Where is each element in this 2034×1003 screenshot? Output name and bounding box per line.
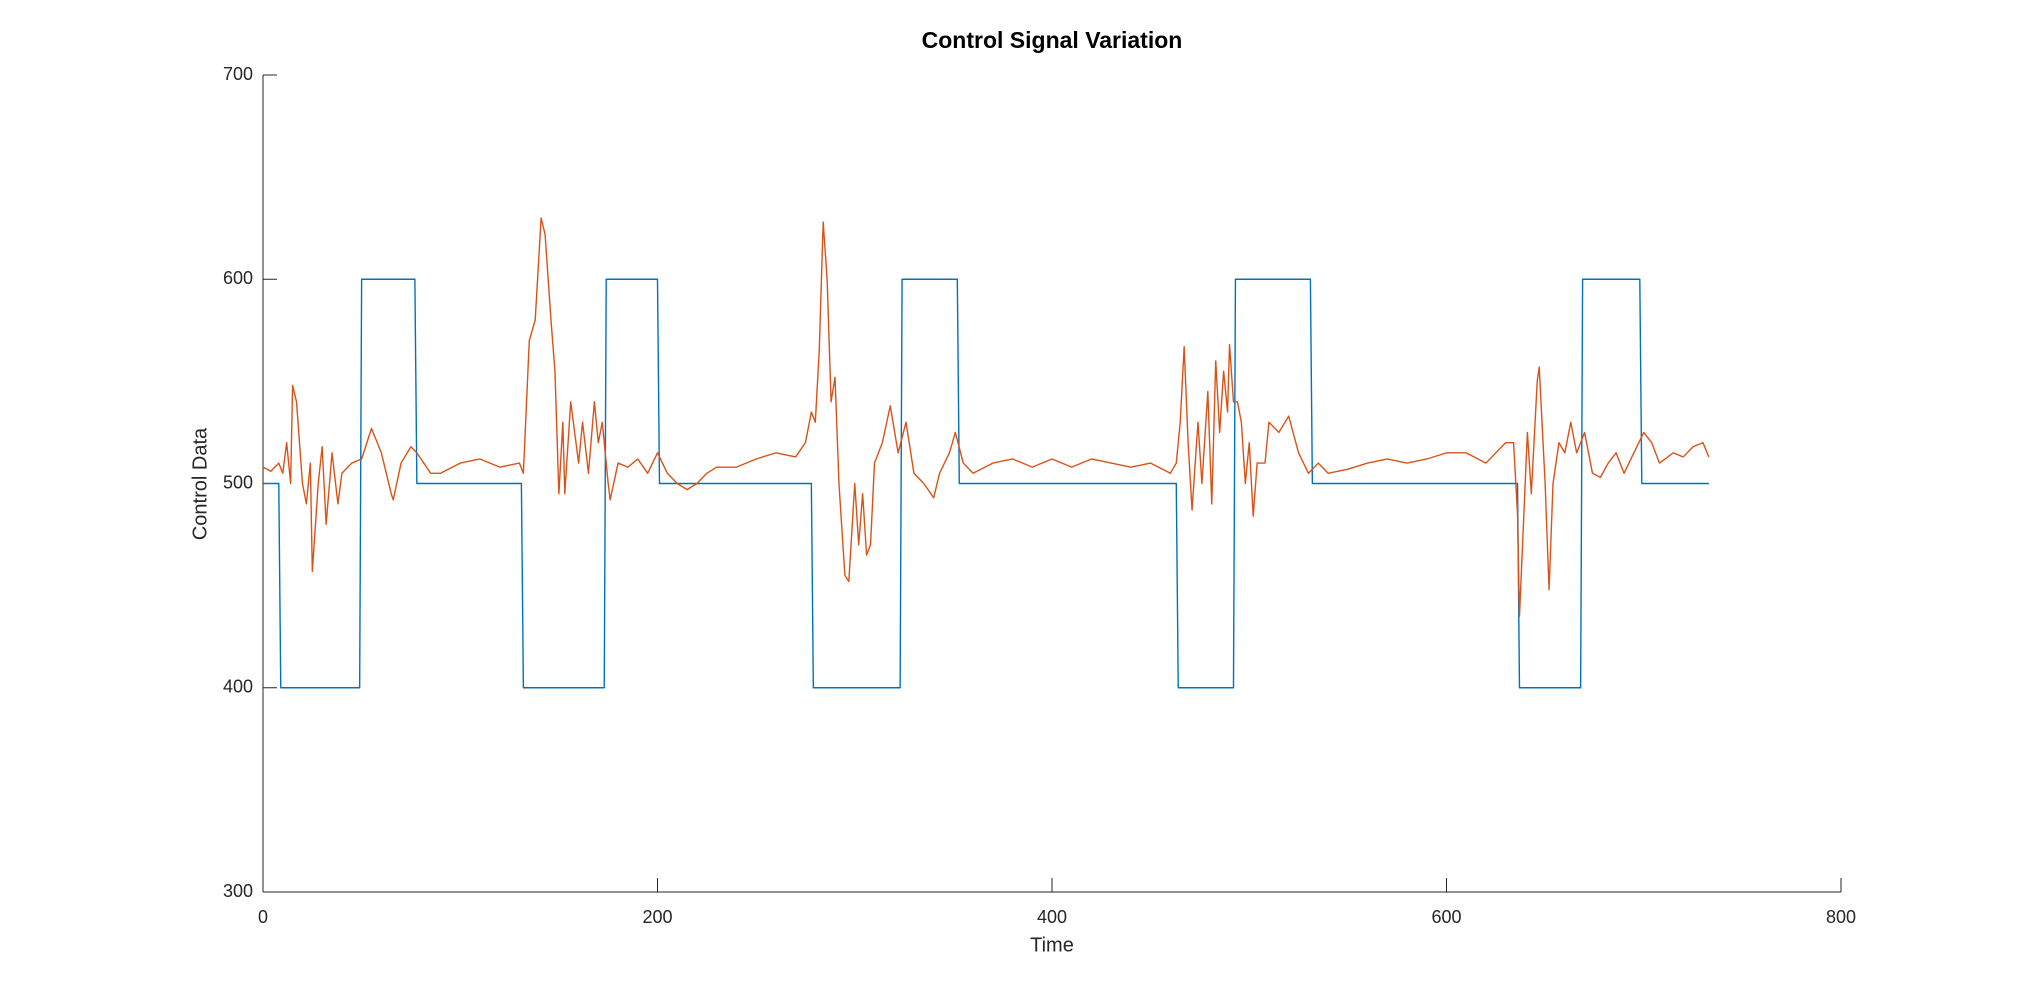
y-tick-label: 300 xyxy=(223,881,253,901)
data-line xyxy=(263,278,1709,689)
x-tick-label: 400 xyxy=(1037,907,1067,927)
y-tick-label: 400 xyxy=(223,677,253,697)
y-tick-label: 500 xyxy=(223,472,253,492)
y-axis-label: Control Data xyxy=(189,427,211,540)
chart-title: Control Signal Variation xyxy=(922,27,1183,53)
x-axis-label: Time xyxy=(1030,934,1074,956)
x-tick-label: 600 xyxy=(1431,907,1461,927)
x-tick-label: 200 xyxy=(642,907,672,927)
x-tick-label: 0 xyxy=(258,907,268,927)
data-line xyxy=(262,217,1710,617)
y-tick-label: 600 xyxy=(223,268,253,288)
y-tick-label: 700 xyxy=(223,64,253,84)
x-tick-label: 800 xyxy=(1826,907,1856,927)
